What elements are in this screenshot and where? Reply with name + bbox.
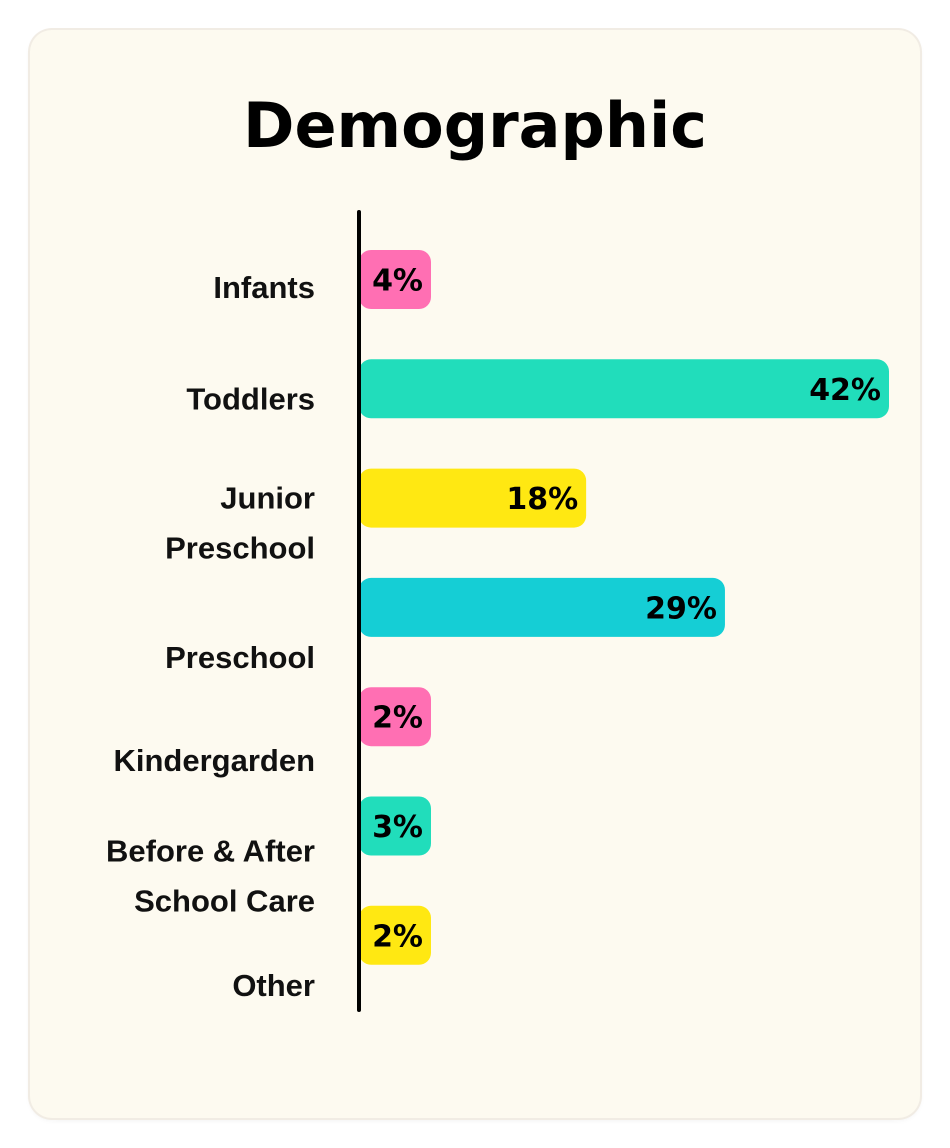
bar-preschool — [359, 577, 725, 637]
category-label-before-after-school-care-line-1: Before & After — [106, 834, 315, 869]
bar-kindergarden — [359, 687, 431, 747]
category-label-kindergarden: Kindergarden — [113, 743, 315, 778]
bar-junior-preschool — [359, 468, 587, 528]
bar-infants — [359, 250, 431, 309]
chart-title: Demographic — [242, 89, 708, 162]
category-label-junior-preschool-line-2: Preschool — [165, 531, 315, 566]
bar-before-after-school-care — [359, 796, 431, 856]
category-label-infants: Infants — [213, 270, 315, 305]
value-label-junior-preschool: 18% — [506, 482, 578, 517]
chart-card — [30, 30, 920, 1118]
value-label-infants: 4% — [372, 264, 423, 299]
labels-layer: 4% Infants 42% Toddlers 18% Junior Preschool 29… — [106, 264, 881, 1003]
value-label-other: 2% — [372, 919, 423, 954]
value-label-preschool: 29% — [645, 591, 717, 626]
value-label-before-after-school-care: 3% — [372, 810, 423, 845]
value-label-kindergarden: 2% — [372, 701, 423, 736]
category-label-before-after-school-care-line-2: School Care — [134, 884, 315, 919]
value-label-toddlers: 42% — [809, 373, 881, 408]
bar-other — [359, 905, 431, 965]
category-label-toddlers: Toddlers — [186, 381, 315, 416]
category-label-junior-preschool-line-1: Junior — [220, 481, 315, 516]
category-label-preschool: Preschool — [165, 640, 315, 675]
category-label-other: Other — [232, 968, 315, 1003]
bar-toddlers — [359, 359, 889, 419]
bars-layer — [359, 250, 889, 965]
